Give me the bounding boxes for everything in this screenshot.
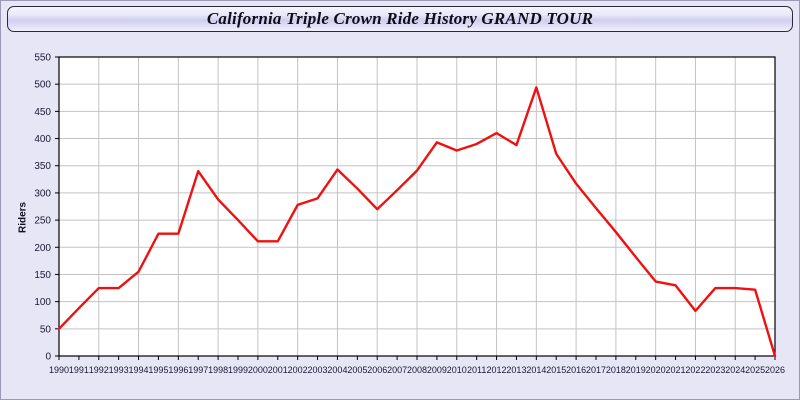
x-tick-label: 1992 [89,365,109,375]
series-line-riders [57,86,777,358]
x-tick-label: 1994 [129,365,149,375]
y-tick-label: 0 [45,352,51,363]
y-tick-label: 400 [34,134,51,145]
y-tick-label: 100 [34,297,51,308]
plot-frame [58,56,776,357]
y-tick-label: 300 [34,188,51,199]
x-tick-label: 2003 [308,365,328,375]
x-tick-label: 2007 [387,365,407,375]
x-tick-label: 1990 [49,365,69,375]
x-tick-label: 2025 [745,365,765,375]
y-tick-label: 350 [34,161,51,172]
x-tick-label: 2005 [347,365,367,375]
x-tick-label: 1996 [168,365,188,375]
y-tick-label: 200 [34,243,51,254]
x-tick-label: 1997 [188,365,208,375]
x-tick-label: 2017 [586,365,606,375]
x-tick-label: 2015 [546,365,566,375]
y-tick-label: 500 [34,80,51,91]
chart-canvas-area: Riders 0 50 100 150 200 250 300 350 400 450 500 550… [7,37,793,393]
x-tick-label: 2002 [288,365,308,375]
x-tick-label: 2021 [666,365,686,375]
x-tick-label: 2009 [427,365,447,375]
x-tick-label: 2018 [606,365,626,375]
y-tick-label: 450 [34,107,51,118]
x-tick-label: 2008 [407,365,427,375]
y-tick-label: 150 [34,270,51,281]
x-tick-label: 1999 [228,365,248,375]
x-tick-label: 2010 [447,365,467,375]
x-tick-label: 2014 [526,365,546,375]
window-titlebar: California Triple Crown Ride History GRA… [7,6,793,32]
x-tick-label: 1991 [69,365,89,375]
x-tick-label: 2020 [646,365,666,375]
y-tick-label: 550 [34,53,51,64]
page-title: California Triple Crown Ride History GRA… [206,9,594,28]
x-tick-label: 2026 [765,365,785,375]
x-tick-label: 2004 [327,365,347,375]
x-tick-label: 2006 [367,365,387,375]
x-tick-label: 2011 [467,365,486,375]
y-tick-label: 250 [34,216,51,227]
x-tick-label: 2012 [487,365,507,375]
x-tick-label: 1998 [208,365,228,375]
x-tick-label: 2023 [705,365,725,375]
x-tick-label: 2022 [685,365,705,375]
x-tick-label: 2001 [268,365,288,375]
x-tick-label: 1993 [109,365,129,375]
x-tick-label: 2016 [566,365,586,375]
x-tick-label: 2000 [248,365,268,375]
x-tick-label: 2024 [725,365,745,375]
x-tick-label: 2019 [626,365,646,375]
x-tick-label: 1995 [148,365,168,375]
x-tick-label: 2013 [506,365,526,375]
y-tick-label: 50 [40,324,52,335]
